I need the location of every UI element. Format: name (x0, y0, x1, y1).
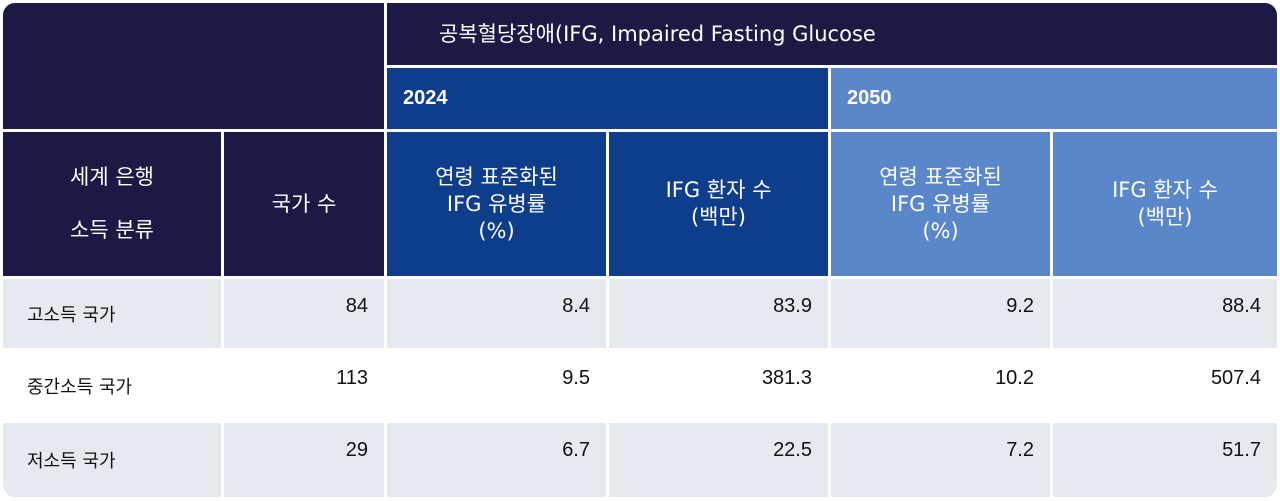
table-row-label: 저소득 국가 (3, 423, 221, 497)
table-cell: 88.4 (1053, 279, 1277, 348)
table-cell: 29 (224, 423, 384, 497)
row-label-text: 저소득 국가 (27, 451, 116, 472)
countries-value: 84 (345, 295, 368, 317)
prevalence-line2: IFG 유병률 (890, 191, 991, 216)
col-header-countries: 국가 수 (224, 132, 384, 276)
main-title: 공복혈당장애(IFG, Impaired Fasting Glucose (439, 21, 876, 46)
table-cell: 83.9 (609, 279, 828, 348)
countries-value: 29 (345, 439, 368, 461)
patients-line2: (백만) (1137, 205, 1193, 229)
year-2024-header: 2024 (387, 68, 828, 129)
table-cell: 507.4 (1053, 351, 1277, 420)
patients-line1: IFG 환자 수 (665, 178, 772, 202)
col-header-patients-2050: IFG 환자 수 (백만) (1053, 132, 1277, 276)
patients-2024-value: 381.3 (761, 367, 812, 389)
patients-line2: (백만) (690, 205, 746, 229)
prevalence-2024-value: 8.4 (562, 295, 590, 317)
table-cell: 22.5 (609, 423, 828, 497)
col-header-prevalence-2050: 연령 표준화된 IFG 유병률 (%) (831, 132, 1050, 276)
patients-2050-value: 507.4 (1210, 367, 1261, 389)
row-label-text: 고소득 국가 (27, 304, 116, 326)
prevalence-line1: 연령 표준화된 (879, 164, 1002, 189)
patients-2024-value: 83.9 (773, 295, 812, 317)
table-cell: 9.5 (387, 351, 606, 420)
prevalence-2050-value: 10.2 (995, 367, 1034, 389)
corner-header (3, 3, 384, 129)
table-cell: 51.7 (1053, 423, 1277, 497)
col-header-prevalence-2024: 연령 표준화된 IFG 유병률 (%) (387, 132, 606, 276)
table-cell: 8.4 (387, 279, 606, 348)
col-header-category: 세계 은행 소득 분류 (3, 132, 221, 276)
prevalence-line1: 연령 표준화된 (435, 164, 558, 189)
patients-2024-value: 22.5 (773, 439, 812, 461)
table-cell: 381.3 (609, 351, 828, 420)
prevalence-line2: IFG 유병률 (446, 191, 547, 216)
prevalence-2050-value: 9.2 (1006, 295, 1034, 317)
col-countries-label: 국가 수 (271, 191, 337, 216)
prevalence-line3: (%) (478, 218, 515, 243)
main-title-cell: 공복혈당장애(IFG, Impaired Fasting Glucose (387, 3, 1277, 65)
table-row-label: 중간소득 국가 (3, 351, 221, 420)
table-cell: 10.2 (831, 351, 1050, 420)
year-2024-label: 2024 (403, 87, 448, 109)
table-cell: 7.2 (831, 423, 1050, 497)
table-cell: 9.2 (831, 279, 1050, 348)
prevalence-2024-value: 6.7 (562, 439, 590, 461)
col-category-line1: 세계 은행 (70, 165, 154, 189)
prevalence-line3: (%) (922, 218, 959, 243)
row-label-text: 중간소득 국가 (27, 376, 133, 398)
patients-line1: IFG 환자 수 (1112, 178, 1218, 202)
table-cell: 113 (224, 351, 384, 420)
patients-2050-value: 51.7 (1222, 439, 1261, 461)
prevalence-2024-value: 9.5 (562, 367, 590, 389)
year-2050-header: 2050 (831, 68, 1277, 129)
table-row-label: 고소득 국가 (3, 279, 221, 348)
countries-value: 113 (336, 367, 368, 389)
col-category-line2: 소득 분류 (70, 218, 154, 242)
col-header-patients-2024: IFG 환자 수 (백만) (609, 132, 828, 276)
prevalence-2050-value: 7.2 (1006, 439, 1034, 461)
year-2050-label: 2050 (847, 87, 892, 109)
table-cell: 6.7 (387, 423, 606, 497)
patients-2050-value: 88.4 (1222, 295, 1261, 317)
table-cell: 84 (224, 279, 384, 348)
